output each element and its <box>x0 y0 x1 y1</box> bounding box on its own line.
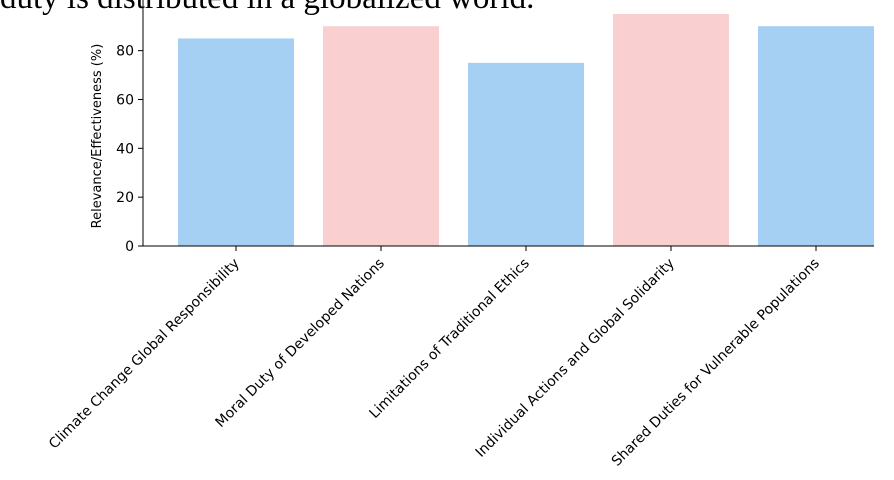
x-ticks-group: Climate Change Global ResponsibilityMora… <box>46 246 823 470</box>
y-ticks-group: 0 20 40 60 80 <box>116 44 143 255</box>
bars-group <box>178 14 874 247</box>
x-tick-label-3: Limitations of Traditional Ethics <box>366 256 532 422</box>
bar-5 <box>758 26 874 246</box>
y-tick-label-20: 20 <box>116 190 134 206</box>
bar-1 <box>178 38 294 246</box>
x-tick-label-2: Moral Duty of Developed Nations <box>213 256 388 431</box>
chart-title-fragment: duty is distributed in a globalized worl… <box>0 0 534 17</box>
bar-2 <box>323 26 439 246</box>
y-tick-label-60: 60 <box>116 92 134 108</box>
bar-3 <box>468 62 584 247</box>
axes-group <box>142 0 874 247</box>
y-axis-label: Relevance/Effectiveness (%) <box>90 44 105 229</box>
y-tick-label-40: 40 <box>116 141 134 157</box>
y-tick-label-0: 0 <box>125 239 134 255</box>
y-tick-label-80: 80 <box>116 44 134 60</box>
bar-4 <box>613 14 729 246</box>
x-tick-label-1: Climate Change Global Responsibility <box>46 256 243 453</box>
